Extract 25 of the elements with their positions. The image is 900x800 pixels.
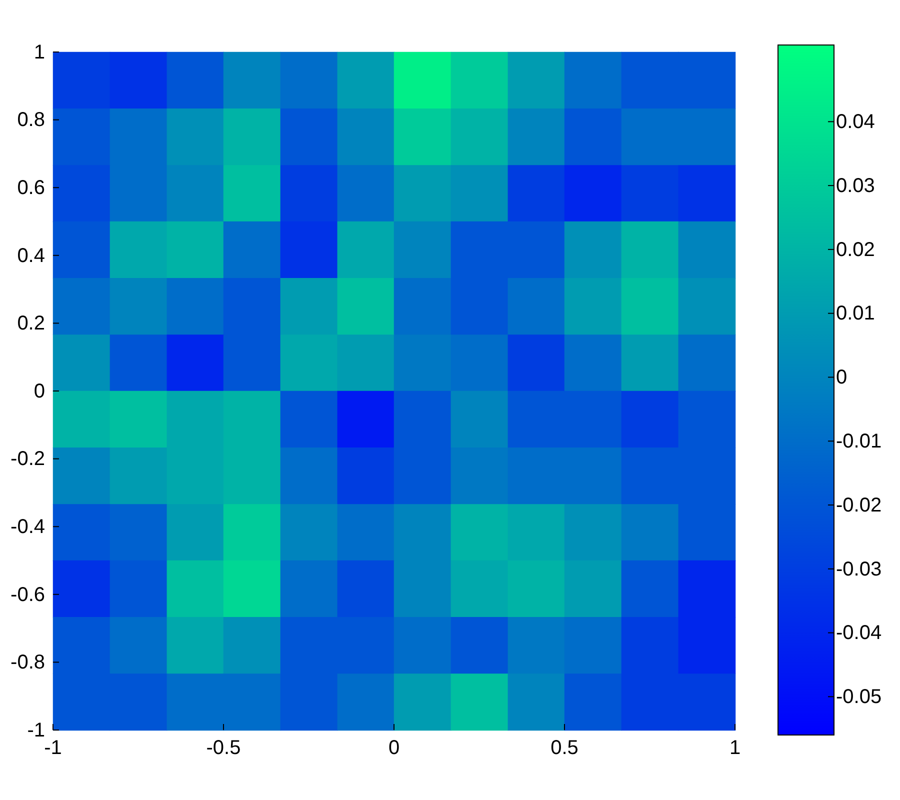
y-tick-label: 0.2 bbox=[17, 312, 45, 335]
color-bar-label: 0.02 bbox=[836, 238, 875, 261]
x-tick-label: 0.5 bbox=[550, 737, 578, 760]
color-bar-label: 0 bbox=[836, 366, 848, 389]
y-tick-label: 1 bbox=[34, 41, 45, 64]
color-bar-label: -0.03 bbox=[836, 558, 882, 580]
x-tick-label: -0.5 bbox=[206, 737, 241, 760]
color-bar-label: -0.05 bbox=[836, 686, 882, 708]
x-tick-label: 0 bbox=[388, 737, 400, 760]
y-tick-label: 0.8 bbox=[17, 109, 45, 132]
y-tick-label: -0.2 bbox=[10, 448, 45, 470]
y-tick-label: 0.6 bbox=[17, 177, 45, 199]
y-tick-label: -0.4 bbox=[10, 516, 45, 538]
x-tick-label: 1 bbox=[729, 737, 741, 760]
y-tick-label: -0.8 bbox=[10, 652, 45, 674]
color-bar-label: 0.04 bbox=[836, 111, 875, 134]
color-bar-label: 0.01 bbox=[836, 302, 875, 325]
y-tick-label: -0.6 bbox=[10, 584, 45, 606]
y-tick-label: 0.4 bbox=[17, 244, 45, 267]
color-bar-label: 0.03 bbox=[836, 174, 875, 197]
color-bar-label: -0.02 bbox=[836, 494, 882, 516]
y-tick-label: -1 bbox=[27, 719, 45, 742]
color-bar-label: -0.01 bbox=[836, 430, 882, 453]
color-bar-label: -0.04 bbox=[836, 622, 882, 644]
y-tick-label: 0 bbox=[34, 380, 45, 402]
